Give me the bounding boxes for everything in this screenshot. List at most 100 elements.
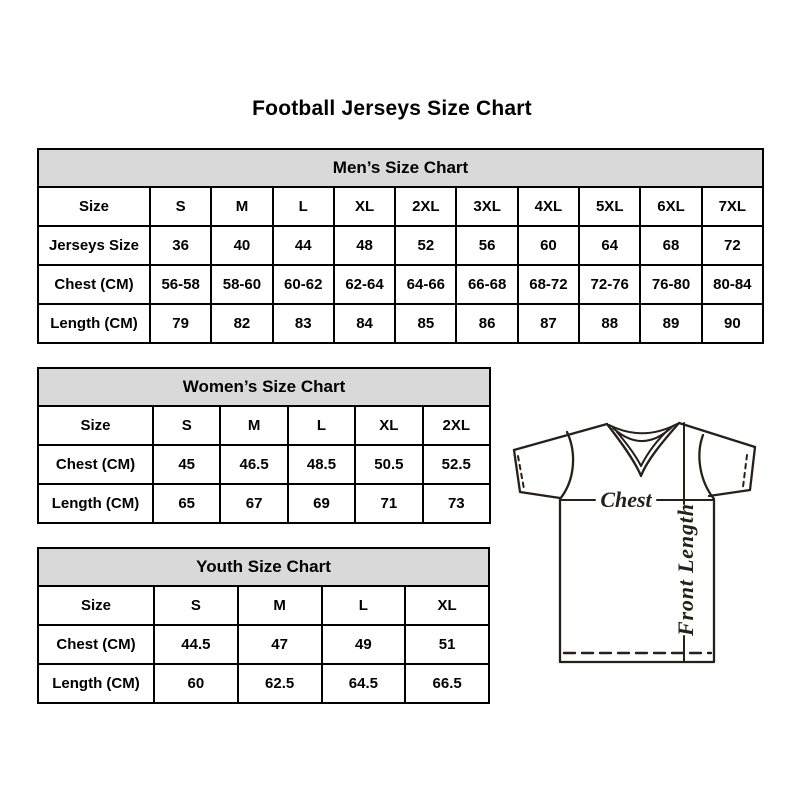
value-cell: 87 (516, 303, 581, 344)
value-cell: 6XL (639, 186, 703, 227)
value-cell: 86 (455, 303, 519, 344)
value-cell: 62.5 (236, 663, 323, 704)
value-cell: 85 (394, 303, 458, 344)
mens-table-caption: Men’s Size Chart (37, 148, 764, 188)
table-row: Size S M L XL 2XL (37, 405, 492, 446)
jersey-right-armhole-curve (698, 433, 716, 501)
value-cell: 4XL (516, 186, 581, 227)
value-cell: 45 (151, 444, 222, 485)
value-cell: 72 (700, 225, 765, 266)
value-cell: 3XL (455, 186, 519, 227)
value-cell: 52 (394, 225, 458, 266)
value-cell: 44 (271, 225, 335, 266)
value-cell: 66.5 (404, 663, 490, 704)
value-cell: 82 (210, 303, 274, 344)
jersey-collar-outer-v (605, 421, 681, 478)
jersey-left-cuff-dashed-line (517, 455, 525, 490)
value-cell: 56 (455, 225, 519, 266)
youth-table-grid: Size S M L XL Chest (CM) 44.5 47 49 51 Length (CM)… (37, 585, 490, 704)
value-cell: 60 (516, 225, 581, 266)
value-cell: 44.5 (153, 624, 239, 665)
value-cell: 67 (219, 483, 289, 524)
value-cell: 89 (639, 303, 703, 344)
value-cell: 64.5 (320, 663, 407, 704)
table-row: Jerseys Size 36 40 44 48 52 56 60 64 68 72 (37, 225, 765, 266)
value-cell: 50.5 (354, 444, 424, 485)
row-label-cell: Chest (CM) (37, 264, 151, 305)
table-row: Size S M L XL 2XL 3XL 4XL 5XL 6XL 7XL (37, 186, 765, 227)
jersey-right-sleeve-outline (707, 445, 757, 498)
value-cell: 48.5 (286, 444, 357, 485)
row-label-cell: Length (CM) (37, 663, 155, 704)
row-label-cell: Chest (CM) (37, 624, 155, 665)
jersey-body-outline (558, 498, 716, 664)
value-cell: 68-72 (516, 264, 581, 305)
value-cell: 80-84 (700, 264, 765, 305)
value-cell: 76-80 (639, 264, 703, 305)
value-cell: 51 (404, 624, 490, 665)
table-row: Chest (CM) 45 46.5 48.5 50.5 52.5 (37, 444, 492, 485)
value-cell: 79 (148, 303, 213, 344)
value-cell: S (148, 186, 213, 227)
mens-size-table: Men’s Size Chart Size S M L XL 2XL 3XL 4XL 5XL 6X… (37, 148, 765, 344)
value-cell: 90 (700, 303, 765, 344)
jersey-right-cuff-dashed-line (742, 454, 748, 488)
row-label-cell: Chest (CM) (37, 444, 154, 485)
value-cell: 36 (148, 225, 213, 266)
value-cell: 84 (332, 303, 397, 344)
value-cell: 7XL (700, 186, 765, 227)
chest-label: Chest (600, 487, 652, 512)
value-cell: 83 (271, 303, 335, 344)
womens-table-caption: Women’s Size Chart (37, 367, 491, 407)
value-cell: L (271, 186, 335, 227)
value-cell: L (320, 585, 407, 626)
value-cell: 48 (332, 225, 397, 266)
value-cell: 64-66 (394, 264, 458, 305)
value-cell: M (236, 585, 323, 626)
value-cell: 47 (236, 624, 323, 665)
row-label-cell: Size (37, 186, 151, 227)
table-row: Chest (CM) 56-58 58-60 60-62 62-64 64-66 66-68… (37, 264, 765, 305)
value-cell: S (151, 405, 222, 446)
jersey-left-sleeve-outline (512, 448, 562, 500)
table-row: Size S M L XL (37, 585, 490, 626)
value-cell: 68 (639, 225, 703, 266)
value-cell: 2XL (394, 186, 458, 227)
value-cell: 52.5 (421, 444, 492, 485)
row-label-cell: Size (37, 405, 154, 446)
table-row: Length (CM) 60 62.5 64.5 66.5 (37, 663, 490, 704)
value-cell: 46.5 (219, 444, 289, 485)
value-cell: 56-58 (148, 264, 213, 305)
table-row: Length (CM) 79 82 83 84 85 86 87 88 89 90 (37, 303, 765, 344)
value-cell: 5XL (578, 186, 642, 227)
value-cell: 40 (210, 225, 274, 266)
jersey-left-armhole-curve (558, 430, 575, 501)
value-cell: 72-76 (578, 264, 642, 305)
womens-table-grid: Size S M L XL 2XL Chest (CM) 45 46.5 48.5 50.5 52.5… (37, 405, 492, 524)
mens-table-grid: Size S M L XL 2XL 3XL 4XL 5XL 6XL 7XL Jerseys Size 3… (37, 186, 765, 344)
value-cell: 65 (151, 483, 222, 524)
value-cell: 60 (153, 663, 239, 704)
value-cell: XL (354, 405, 424, 446)
row-label-cell: Size (37, 585, 155, 626)
table-row: Length (CM) 65 67 69 71 73 (37, 483, 492, 524)
jersey-measurement-diagram: Chest Front Length (512, 421, 757, 664)
value-cell: 60-62 (271, 264, 335, 305)
value-cell: 62-64 (332, 264, 397, 305)
jersey-collar-inner-v (616, 428, 670, 467)
value-cell: M (219, 405, 289, 446)
front-length-label: Front Length (673, 504, 698, 637)
row-label-cell: Length (CM) (37, 303, 151, 344)
value-cell: XL (332, 186, 397, 227)
row-label-cell: Jerseys Size (37, 225, 151, 266)
jersey-left-shoulder-line (512, 422, 609, 452)
jersey-right-shoulder-line (677, 421, 757, 449)
value-cell: 58-60 (210, 264, 274, 305)
youth-table-caption: Youth Size Chart (37, 547, 490, 587)
womens-size-table: Women’s Size Chart Size S M L XL 2XL Chest (CM… (37, 367, 492, 524)
value-cell: 49 (320, 624, 407, 665)
row-label-cell: Length (CM) (37, 483, 154, 524)
table-row: Chest (CM) 44.5 47 49 51 (37, 624, 490, 665)
value-cell: S (153, 585, 239, 626)
youth-size-table: Youth Size Chart Size S M L XL Chest (CM) 44.5… (37, 547, 490, 704)
